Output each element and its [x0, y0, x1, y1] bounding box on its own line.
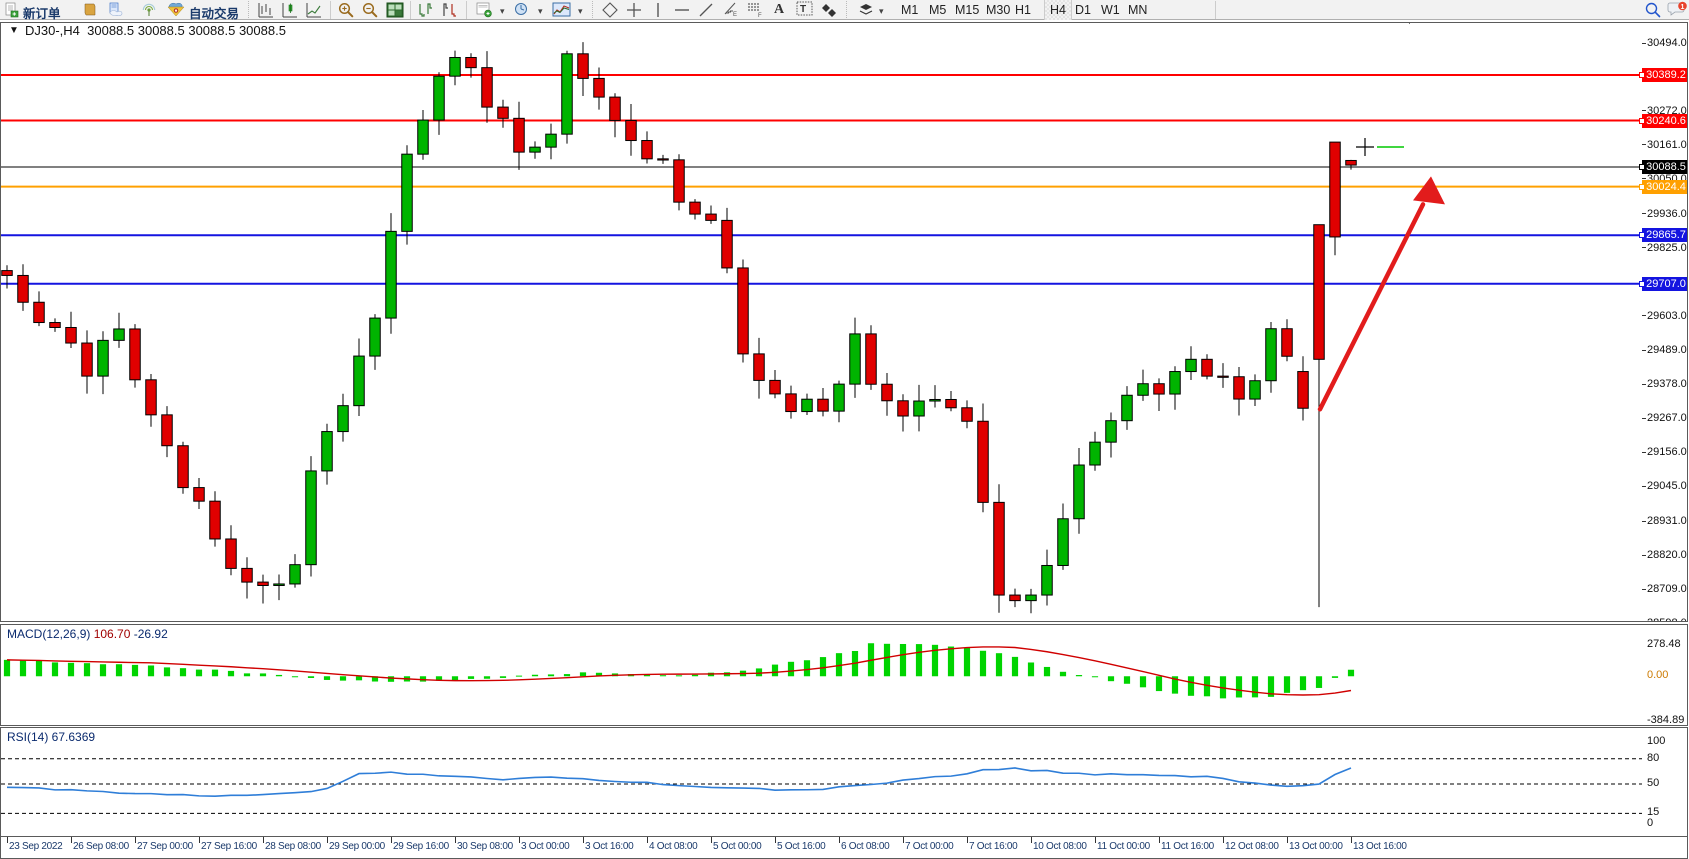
svg-text:T: T — [800, 4, 806, 15]
svg-text:1: 1 — [1681, 4, 1685, 11]
svg-text:E: E — [733, 12, 737, 17]
svg-text:F: F — [758, 13, 762, 18]
